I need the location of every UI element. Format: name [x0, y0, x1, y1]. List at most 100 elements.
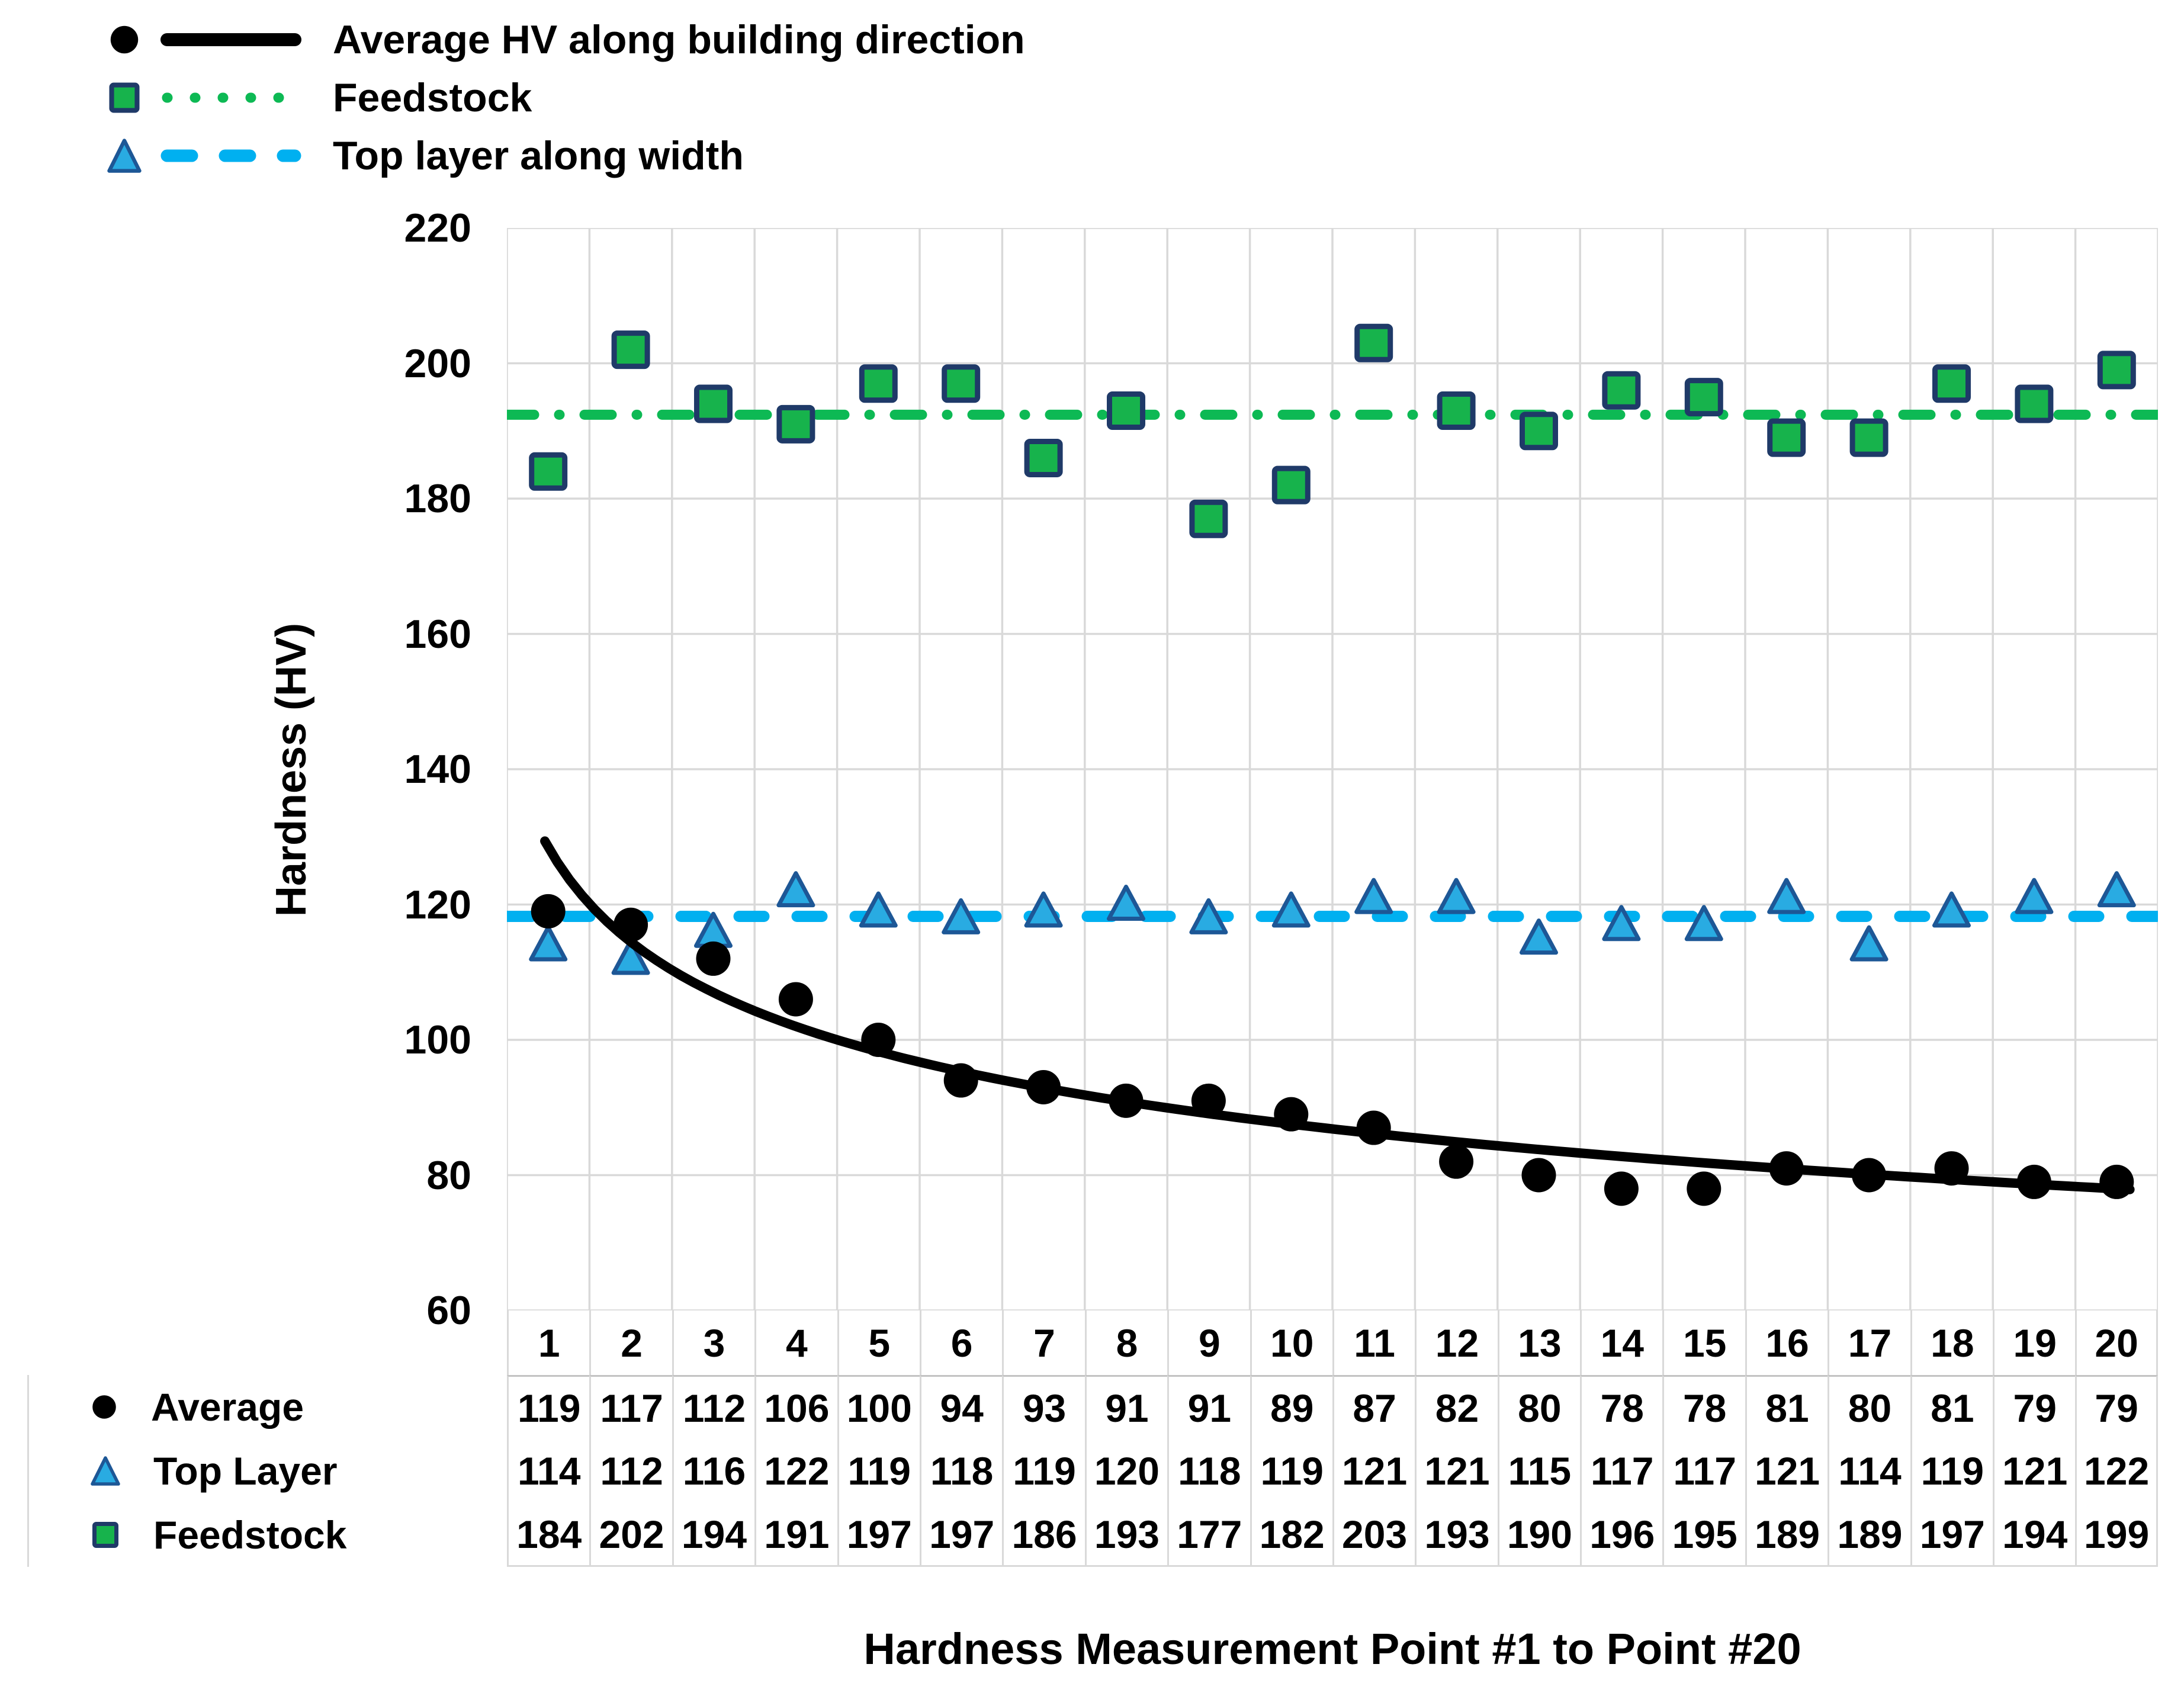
table-value: 116	[672, 1439, 754, 1503]
x-tick-label: 18	[1910, 1310, 1993, 1375]
table-value: 186	[1002, 1503, 1085, 1567]
chart-canvas	[507, 228, 2158, 1310]
square-marker-icon	[109, 82, 140, 113]
x-tick-label: 12	[1415, 1310, 1497, 1375]
table-value: 80	[1497, 1375, 1581, 1439]
legend-label: Top layer along width	[333, 133, 744, 178]
table-value: 197	[837, 1503, 920, 1567]
table-value: 189	[1828, 1503, 1910, 1567]
row-label-text: Top Layer	[153, 1449, 338, 1493]
y-tick-label: 220	[404, 205, 471, 250]
legend-item-toplayer: Top layer along width	[89, 127, 1025, 185]
table-row-label-feedstock: Feedstock	[27, 1503, 507, 1567]
table-value: 121	[1993, 1439, 2075, 1503]
x-tick-label: 6	[919, 1310, 1002, 1375]
table-spacer	[0, 1375, 27, 1439]
legend-line-sample	[160, 89, 302, 107]
circle-marker-icon	[92, 1395, 116, 1419]
circle-marker-icon	[89, 24, 160, 56]
legend-line-sample	[160, 31, 302, 49]
table-value: 114	[1828, 1439, 1910, 1503]
table-row-label-top-layer: Top Layer	[27, 1439, 507, 1503]
x-axis-title: Hardness Measurement Point #1 to Point #…	[863, 1624, 1801, 1673]
table-value: 199	[2075, 1503, 2158, 1567]
x-tick-label: 20	[2075, 1310, 2158, 1375]
x-tick-label: 19	[1993, 1310, 2075, 1375]
table-value: 119	[1002, 1439, 1084, 1503]
table-value: 81	[1910, 1375, 1993, 1439]
x-tick-label: 2	[589, 1310, 672, 1375]
x-tick-label: 13	[1497, 1310, 1580, 1375]
table-value: 184	[507, 1503, 590, 1567]
table-value: 121	[1415, 1439, 1497, 1503]
triangle-marker-icon	[89, 139, 160, 173]
table-value: 118	[1167, 1439, 1250, 1503]
solid-line-sample	[160, 33, 301, 46]
table-value: 117	[589, 1375, 672, 1439]
x-tick-label: 10	[1250, 1310, 1332, 1375]
x-tick-label: 15	[1662, 1310, 1745, 1375]
table-spacer	[0, 1439, 27, 1503]
legend-line-sample	[160, 147, 302, 165]
table-value: 117	[1580, 1439, 1662, 1503]
table-value: 80	[1828, 1375, 1910, 1439]
y-tick-label: 160	[404, 611, 471, 657]
x-tick-label: 17	[1828, 1310, 1910, 1375]
table-value: 112	[672, 1375, 755, 1439]
x-tick-label: 3	[672, 1310, 754, 1375]
chart-legend: Average HV along building direction Feeds…	[89, 11, 1025, 185]
table-value: 114	[507, 1439, 589, 1503]
table-value: 89	[1250, 1375, 1332, 1439]
table-value: 87	[1332, 1375, 1415, 1439]
table-spacer	[27, 1310, 507, 1375]
circle-marker-icon	[110, 25, 139, 54]
legend-label: Feedstock	[333, 75, 532, 120]
y-tick-label: 200	[404, 340, 471, 386]
table-value: 106	[754, 1375, 837, 1439]
table-value: 122	[754, 1439, 837, 1503]
dashed-line-sample	[160, 149, 301, 162]
plot-area	[507, 228, 2158, 1310]
triangle-marker-icon	[107, 139, 142, 173]
x-tick-label: 7	[1002, 1310, 1084, 1375]
table-value: 78	[1662, 1375, 1745, 1439]
x-tick-label: 1	[507, 1310, 589, 1375]
table-value: 196	[1580, 1503, 1663, 1567]
table-value: 195	[1662, 1503, 1745, 1567]
table-value: 91	[1084, 1375, 1168, 1439]
table-value: 112	[589, 1439, 672, 1503]
table-value: 197	[1910, 1503, 1993, 1567]
square-marker-icon	[89, 81, 160, 115]
table-value: 119	[507, 1375, 590, 1439]
table-value: 122	[2075, 1439, 2158, 1503]
legend-item-feedstock: Feedstock	[89, 69, 1025, 127]
legend-label: Average HV along building direction	[333, 17, 1025, 62]
table-value: 202	[589, 1503, 672, 1567]
table-value: 91	[1167, 1375, 1250, 1439]
y-tick-label: 120	[404, 882, 471, 927]
table-value: 117	[1662, 1439, 1745, 1503]
table-value: 194	[1993, 1503, 2076, 1567]
table-value: 189	[1745, 1503, 1828, 1567]
table-value: 119	[1910, 1439, 1993, 1503]
table-value: 79	[2075, 1375, 2158, 1439]
table-value: 100	[837, 1375, 920, 1439]
table-value: 193	[1415, 1503, 1498, 1567]
y-tick-label: 60	[426, 1288, 471, 1333]
row-label-text: Average	[151, 1385, 304, 1429]
x-tick-label: 4	[754, 1310, 837, 1375]
table-value: 79	[1993, 1375, 2076, 1439]
table-value: 191	[754, 1503, 837, 1567]
dotted-line-sample	[162, 92, 300, 103]
legend-item-average: Average HV along building direction	[89, 11, 1025, 69]
y-tick-label: 180	[404, 476, 471, 521]
table-value: 119	[837, 1439, 920, 1503]
data-table: 1 2 3 4 5 6 7 8 9 10 11 12 13 14 15 16 17 18 19 20 Average 11…	[0, 1310, 2158, 1567]
table-value: 81	[1745, 1375, 1828, 1439]
table-value: 78	[1580, 1375, 1663, 1439]
table-value: 121	[1745, 1439, 1828, 1503]
y-axis-title: Hardness (HV)	[268, 622, 315, 917]
row-label-text: Feedstock	[153, 1513, 347, 1557]
table-value: 193	[1084, 1503, 1168, 1567]
table-value: 194	[672, 1503, 755, 1567]
